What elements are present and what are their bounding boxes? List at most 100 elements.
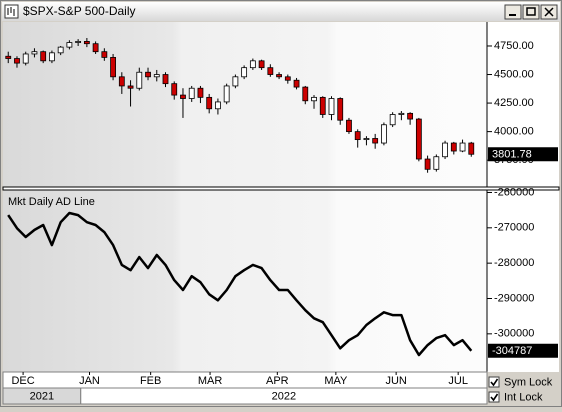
candle-body (267, 67, 274, 75)
candle-body (22, 53, 29, 64)
candle-body (118, 76, 125, 87)
axis-background (487, 22, 559, 372)
y-tick-label: 4500.00 (494, 68, 534, 80)
y-tick-label: -270000 (494, 222, 534, 234)
candle-body (110, 56, 116, 78)
y-tick-label: 4000.00 (494, 126, 534, 138)
year-label: 2022 (272, 390, 296, 402)
checkbox-check (490, 393, 499, 402)
candle-body (232, 76, 239, 87)
candle-body (311, 96, 317, 102)
candle-body (389, 114, 396, 126)
x-tick-label: JUN (385, 375, 406, 387)
candle-body (424, 158, 431, 170)
candle-body (319, 96, 326, 115)
candle-body (49, 52, 55, 62)
last-value-label: -304787 (492, 345, 532, 357)
candle-body (57, 46, 64, 54)
candle-body (127, 85, 134, 89)
candle-body (302, 86, 309, 102)
x-axis-strip (2, 371, 488, 389)
candle-body (31, 51, 38, 55)
plot-background (3, 22, 487, 372)
candle-body (276, 74, 282, 78)
candle-body (372, 138, 379, 144)
candle-body (450, 142, 457, 152)
y-tick-label: -260000 (494, 186, 534, 198)
last-value-box (488, 343, 558, 358)
candle-body (215, 101, 221, 110)
checkbox-label: Sym Lock (504, 376, 553, 388)
candle-body (363, 138, 370, 141)
candle-body (206, 96, 213, 110)
candle-body (136, 71, 143, 89)
candle-body (153, 74, 160, 78)
candle-body (162, 74, 169, 85)
checkbox-box[interactable] (488, 391, 500, 403)
last-value-label: 3801.78 (492, 149, 532, 161)
checkbox-label: Int Lock (504, 391, 543, 403)
candle-body (415, 118, 422, 160)
app-icon (4, 4, 19, 19)
candle-body (284, 76, 291, 81)
candle-body (75, 41, 82, 43)
ad-line (7, 211, 473, 357)
candle-body (83, 41, 90, 45)
candle-body (337, 98, 344, 121)
candle-body (40, 51, 47, 62)
x-tick-label: MAR (198, 375, 223, 387)
candle-body (381, 124, 387, 144)
y-tick-label: -290000 (494, 292, 534, 304)
candle-body (197, 87, 204, 98)
candle-body (92, 43, 99, 53)
lock-checkbox[interactable]: Sym Lock (488, 376, 553, 388)
candle-body (241, 67, 248, 78)
checkbox-check (490, 378, 499, 387)
candle-body (171, 83, 178, 96)
window-title: $SPX-S&P 500-Daily (23, 4, 136, 18)
minimize-button[interactable] (504, 4, 522, 20)
candle-body (258, 60, 265, 69)
year-band (80, 387, 488, 405)
candle-body (188, 87, 195, 99)
candle-body (180, 94, 186, 99)
x-tick-label: APR (266, 375, 289, 387)
candle-body (468, 142, 475, 155)
last-value-box (488, 147, 558, 162)
close-button[interactable] (540, 4, 558, 20)
candle-body (346, 119, 352, 133)
candle-body (433, 156, 440, 170)
candle-body (249, 60, 256, 69)
x-tick-label: MAY (324, 375, 348, 387)
y-tick-label: 4750.00 (494, 40, 534, 52)
candle-body (145, 71, 151, 78)
candle-body (66, 42, 73, 48)
candle-body (354, 131, 361, 141)
y-tick-label: -280000 (494, 257, 534, 269)
lock-controls: Sym Lock Int Lock (488, 376, 553, 403)
candle-body (5, 55, 12, 59)
lock-checkbox[interactable]: Int Lock (488, 391, 543, 403)
x-tick-label: DEC (11, 375, 34, 387)
candle-body (101, 51, 108, 58)
candle-body (293, 79, 300, 88)
year-label: 2021 (30, 390, 54, 402)
candle-body (328, 98, 335, 115)
maximize-button[interactable] (522, 4, 540, 20)
title-bar (2, 2, 560, 21)
candle-body (14, 58, 20, 64)
panel-separator (2, 186, 560, 191)
panel-title: Mkt Daily AD Line (8, 196, 95, 208)
checkbox-box[interactable] (488, 376, 500, 388)
y-tick-label: -300000 (494, 328, 534, 340)
candle-body (459, 142, 466, 152)
y-tick-label: 4250.00 (494, 97, 534, 109)
candle-body (442, 142, 448, 158)
x-tick-label: FEB (140, 375, 161, 387)
candle-body (223, 85, 230, 103)
x-tick-label: JUL (448, 375, 468, 387)
candle-body (398, 112, 405, 115)
candle-body (407, 112, 414, 120)
